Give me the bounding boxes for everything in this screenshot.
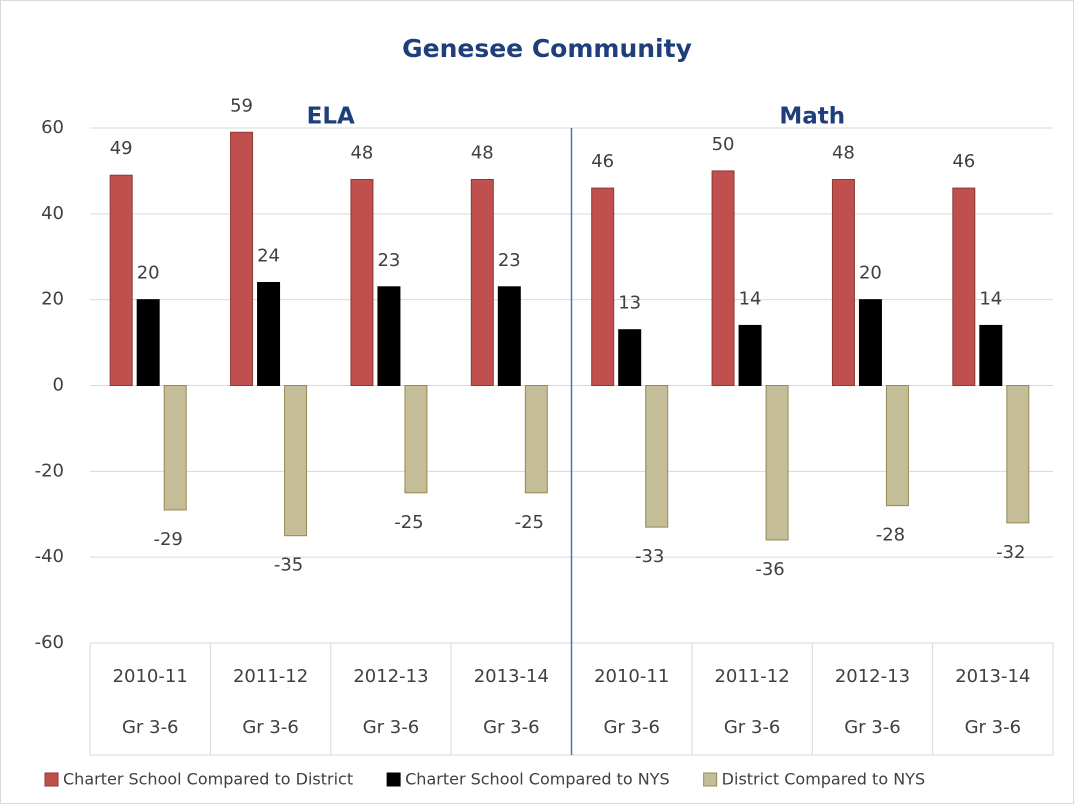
value-label: 46 [591, 151, 614, 172]
bar [738, 324, 762, 386]
y-tick-label: 0 [53, 375, 64, 396]
group-label: Math [779, 104, 845, 130]
group-label: ELA [307, 104, 355, 130]
bar [952, 187, 976, 386]
value-label: -32 [996, 542, 1025, 563]
bar [979, 324, 1003, 386]
x-tick-label: 2011-12 [714, 666, 789, 687]
value-label: 20 [859, 263, 882, 284]
bar [885, 385, 909, 507]
value-label: 23 [377, 250, 400, 271]
value-label: 13 [618, 293, 641, 314]
bar [230, 131, 254, 386]
value-label: -25 [515, 512, 544, 533]
x-tick-sublabel: Gr 3-6 [242, 717, 298, 738]
value-label: 46 [952, 151, 975, 172]
bar [524, 385, 548, 494]
value-label: -36 [755, 559, 784, 580]
y-tick-label: 60 [41, 117, 64, 138]
value-label: 49 [110, 138, 133, 159]
value-label: -28 [876, 525, 905, 546]
value-label: -33 [635, 546, 664, 567]
bar [109, 174, 133, 386]
x-tick-sublabel: Gr 3-6 [844, 717, 900, 738]
bar [257, 282, 281, 386]
y-tick-label: 20 [41, 289, 64, 310]
x-tick-label: 2013-14 [955, 666, 1030, 687]
value-label: 59 [230, 95, 253, 116]
bar [404, 385, 428, 494]
value-label: -25 [394, 512, 423, 533]
y-tick-label: 40 [41, 203, 64, 224]
legend-label: District Compared to NYS [722, 770, 925, 789]
bar [497, 286, 521, 386]
bar [831, 179, 855, 386]
legend-swatch [703, 772, 718, 787]
bar [858, 299, 882, 386]
bar [1006, 385, 1030, 524]
bar [163, 385, 187, 511]
value-label: -29 [153, 529, 182, 550]
bar [136, 299, 160, 386]
x-tick-sublabel: Gr 3-6 [122, 717, 178, 738]
x-tick-sublabel: Gr 3-6 [603, 717, 659, 738]
x-tick-sublabel: Gr 3-6 [363, 717, 419, 738]
value-label: 50 [712, 134, 735, 155]
value-label: 48 [350, 143, 373, 164]
bar [591, 187, 615, 386]
value-label: 24 [257, 246, 280, 267]
y-tick-label: -60 [35, 632, 64, 653]
x-tick-sublabel: Gr 3-6 [483, 717, 539, 738]
bar [645, 385, 669, 528]
legend-swatch [386, 772, 401, 787]
bar [765, 385, 789, 541]
y-tick-label: -40 [35, 546, 64, 567]
legend-label: Charter School Compared to NYS [405, 770, 670, 789]
legend-label: Charter School Compared to District [63, 770, 353, 789]
x-tick-label: 2013-14 [474, 666, 549, 687]
bar [284, 385, 308, 537]
value-label: 48 [832, 143, 855, 164]
value-label: -35 [274, 555, 303, 576]
x-tick-label: 2012-13 [835, 666, 910, 687]
value-label: 14 [979, 288, 1002, 309]
bar [618, 329, 642, 387]
x-tick-sublabel: Gr 3-6 [965, 717, 1021, 738]
bar [377, 286, 401, 386]
bar [470, 179, 494, 386]
value-label: 48 [471, 143, 494, 164]
x-tick-label: 2010-11 [594, 666, 669, 687]
bar [350, 179, 374, 386]
x-tick-label: 2011-12 [233, 666, 308, 687]
bar [711, 170, 735, 386]
x-tick-label: 2012-13 [353, 666, 428, 687]
value-label: 20 [137, 263, 160, 284]
value-label: 23 [498, 250, 521, 271]
legend-swatch [44, 772, 59, 787]
x-tick-label: 2010-11 [113, 666, 188, 687]
y-tick-label: -20 [35, 460, 64, 481]
value-label: 14 [739, 288, 762, 309]
x-tick-sublabel: Gr 3-6 [724, 717, 780, 738]
chart-title: Genesee Community [402, 34, 692, 63]
